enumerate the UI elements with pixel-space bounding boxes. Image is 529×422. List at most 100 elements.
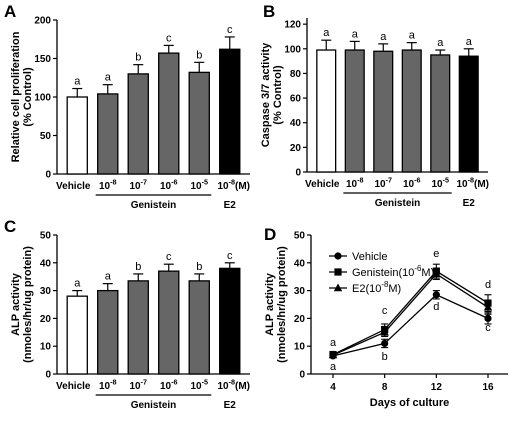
category-label: 10-8 <box>99 378 117 393</box>
data-point <box>432 291 440 299</box>
y-tick-label: 100 <box>34 93 51 104</box>
significance-letter: a <box>352 28 359 40</box>
y-tick-label: 40 <box>294 258 306 269</box>
category-label: 10-7 <box>129 378 147 393</box>
significance-letter: a <box>330 337 337 349</box>
y-tick-label: 0 <box>45 370 51 381</box>
y-tick-label: 50 <box>40 131 52 142</box>
legend-label: Genistein(10-6M) <box>352 264 434 279</box>
panel-letter: C <box>4 217 16 236</box>
bar <box>219 267 241 375</box>
x-tick-label: 16 <box>482 382 494 393</box>
data-point <box>432 269 441 278</box>
bar <box>66 295 88 375</box>
significance-letter: b <box>135 261 141 273</box>
y-tick-label: 0 <box>295 168 301 179</box>
bar <box>127 73 149 175</box>
category-label: 10-5 <box>190 178 208 193</box>
y-axis-label: ALP activity <box>264 272 276 336</box>
bar <box>373 50 394 173</box>
category-label: 10-6 <box>160 378 178 393</box>
bar <box>458 55 479 173</box>
category-label: 10-5 <box>190 378 208 393</box>
bar <box>188 71 210 175</box>
x-axis-label: Days of culture <box>370 397 449 409</box>
series-line <box>332 293 489 357</box>
significance-letter: a <box>330 361 337 373</box>
panel-letter: A <box>4 2 16 21</box>
y-tick-label: 40 <box>40 258 52 269</box>
data-point <box>483 302 493 311</box>
significance-letter: a <box>105 72 112 84</box>
legend-marker <box>334 252 342 260</box>
category-label: 10-8 <box>99 178 117 193</box>
bar <box>219 48 241 175</box>
panel-b: B 0 20 40 60 80 100 120 Caspase 3/7 activity (% C… <box>260 2 489 209</box>
y-tick-label: 60 <box>290 94 302 105</box>
y-axis-label: ALP activity <box>10 272 22 336</box>
legend-label: Vehicle <box>352 251 387 263</box>
y-axis-label: (% Control) <box>22 67 34 127</box>
data-point <box>381 339 389 348</box>
significance-letter: d <box>433 301 439 313</box>
group-label: Genistein <box>131 200 177 211</box>
group-label: Genistein <box>375 198 421 209</box>
significance-letter: d <box>485 279 491 291</box>
y-tick-label: 150 <box>34 54 51 65</box>
significance-letter: a <box>437 37 444 49</box>
panel-c: C 0 10 20 30 40 50 ALP activity (nmoles/hr/ug pr… <box>4 217 250 411</box>
significance-letter: b <box>135 52 141 64</box>
legend-marker <box>333 283 343 292</box>
data-point <box>484 314 492 322</box>
significance-letter: c <box>227 250 233 262</box>
y-tick-label: 20 <box>40 314 52 325</box>
y-tick-label: 80 <box>290 69 302 80</box>
category-label: 10-6 <box>160 178 178 193</box>
group-label: Genistein <box>131 400 177 411</box>
significance-letter: c <box>166 32 172 44</box>
y-tick-label: 100 <box>284 44 301 55</box>
panel-letter: B <box>263 2 275 21</box>
legend-label: E2(10-8M) <box>352 280 401 295</box>
e2-label: E2 <box>224 400 237 411</box>
category-label: 10-8(M) <box>217 378 250 393</box>
y-tick-label: 200 <box>34 16 51 27</box>
y-axis-label: Caspase 3/7 activity <box>260 42 272 147</box>
y-axis-label: (% Control) <box>272 65 284 125</box>
category-label: 10-8 <box>346 176 364 191</box>
bar <box>401 49 422 173</box>
series-line <box>332 270 489 356</box>
panel-d: D 0 10 20 30 40 50 ALP activity (nmoles/hr/ug pr… <box>264 225 508 409</box>
bar <box>188 280 210 375</box>
bar <box>97 289 119 375</box>
data-point <box>328 350 338 359</box>
y-tick-label: 10 <box>40 342 52 353</box>
y-axis-label: (nmoles/hr/ug protein) <box>276 246 288 363</box>
y-axis-label: (nmoles/hr/ug protein) <box>22 246 34 363</box>
x-tick-label: 8 <box>382 382 388 393</box>
y-tick-label: 20 <box>294 314 306 325</box>
e2-label: E2 <box>224 200 237 211</box>
y-axis-label: Relative cell proliferation <box>10 31 22 162</box>
series-line <box>332 273 489 356</box>
bar <box>344 49 365 173</box>
bar <box>127 280 149 375</box>
e2-label: E2 <box>463 198 476 209</box>
y-tick-label: 30 <box>294 286 306 297</box>
significance-letter: a <box>74 278 81 290</box>
significance-letter: a <box>409 30 416 42</box>
significance-letter: a <box>380 31 387 43</box>
bar <box>158 52 180 175</box>
x-tick-label: 4 <box>330 382 336 393</box>
significance-letter: c <box>485 322 491 334</box>
data-point <box>380 327 389 336</box>
category-label: 10-6 <box>403 176 421 191</box>
legend-marker <box>334 268 342 276</box>
y-tick-label: 50 <box>294 231 306 242</box>
panel-a: A 0 50 100 150 200 Relative cell proliferation… <box>4 2 250 211</box>
category-label: 10-7 <box>129 178 147 193</box>
significance-letter: c <box>382 305 388 317</box>
category-label: Vehicle <box>56 381 91 392</box>
bar <box>97 93 119 175</box>
